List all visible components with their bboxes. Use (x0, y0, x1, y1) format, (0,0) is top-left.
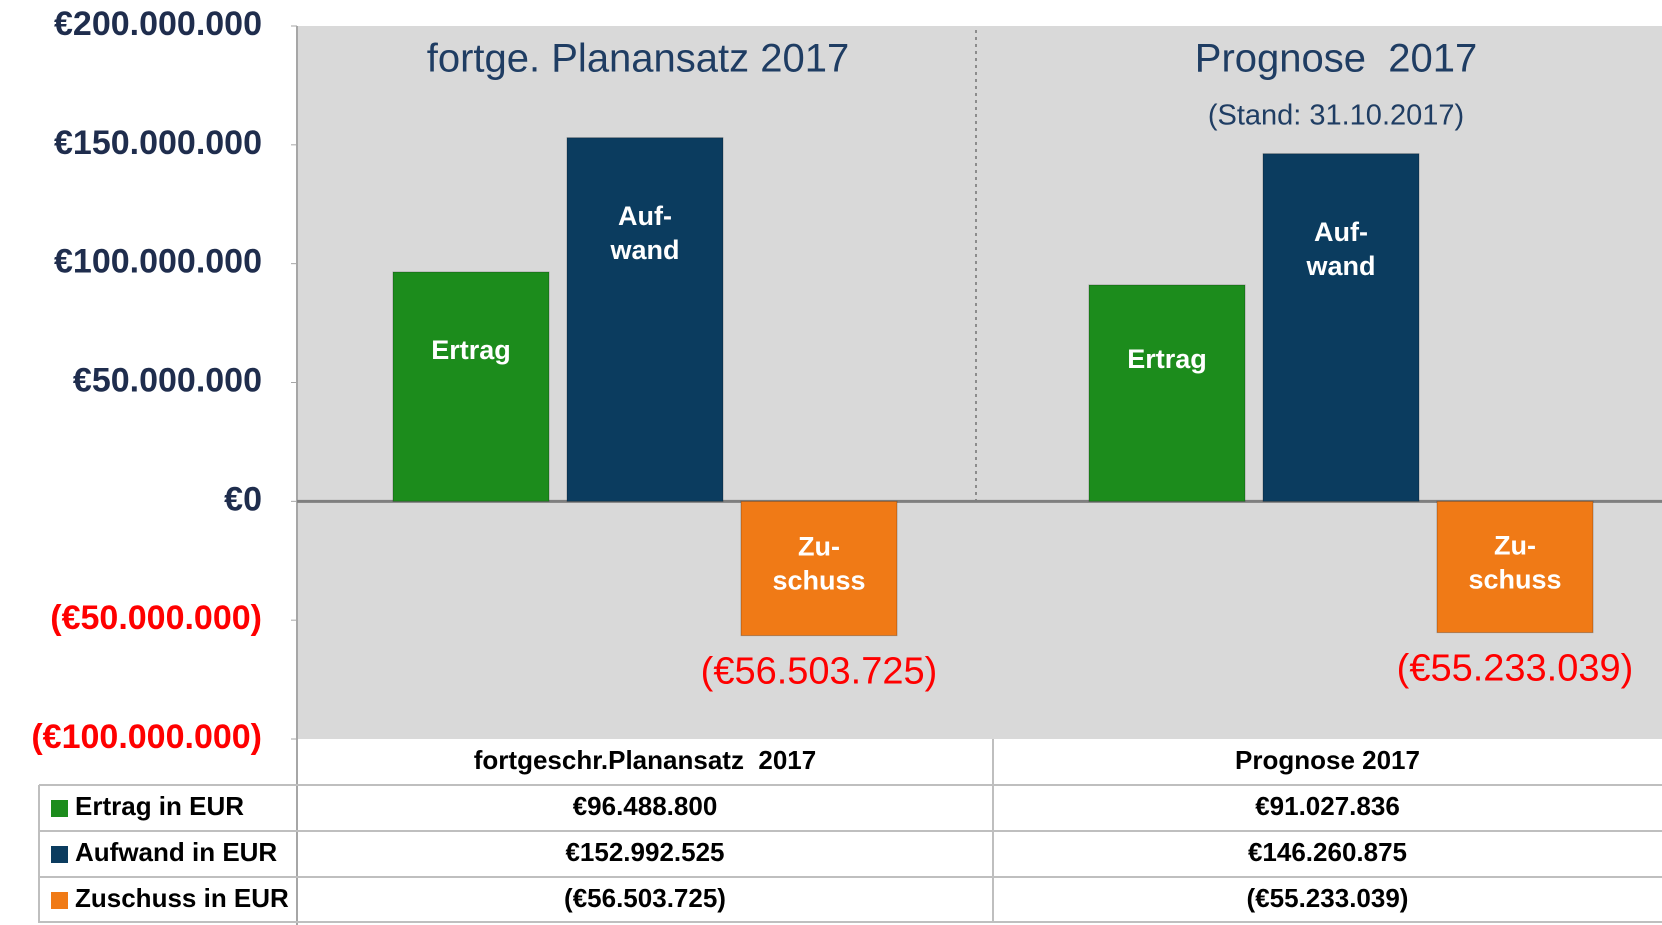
value-annotation: (€56.503.725) (701, 651, 938, 693)
legend-swatch (51, 800, 68, 817)
value-annotation: (€55.233.039) (1397, 648, 1634, 690)
bar-label: Ertrag (1127, 344, 1207, 374)
bar-label: Auf- (618, 201, 672, 231)
bar-label: wand (1305, 251, 1375, 281)
legend-swatch (51, 892, 68, 909)
table-value: €96.488.800 (573, 791, 718, 821)
table-value: €91.027.836 (1255, 791, 1400, 821)
bar (392, 271, 550, 502)
legend-label: Ertrag in EUR (75, 791, 244, 821)
bar-label: Auf- (1314, 217, 1368, 247)
table-value: €152.992.525 (565, 837, 724, 867)
legend-swatch (51, 846, 68, 863)
y-tick-label: (€100.000.000) (31, 718, 262, 756)
y-tick-label: €50.000.000 (73, 361, 262, 399)
bar (566, 137, 724, 502)
table-value: €146.260.875 (1248, 837, 1407, 867)
bar-label: schuss (1468, 564, 1561, 594)
panel-title: fortge. Planansatz 2017 (427, 37, 850, 81)
bar (740, 500, 898, 637)
table-value: (€55.233.039) (1247, 883, 1409, 913)
panel-subtitle: (Stand: 31.10.2017) (1208, 100, 1464, 132)
table-header: fortgeschr.Planansatz 2017 (474, 745, 816, 775)
bar (1436, 500, 1594, 634)
y-tick-label: €0 (224, 480, 262, 518)
bar-label: schuss (772, 565, 865, 595)
bar-label: wand (609, 235, 679, 265)
bar-label: Zu- (798, 531, 840, 561)
y-tick-label: €200.000.000 (54, 5, 262, 43)
legend-label: Aufwand in EUR (75, 837, 277, 867)
y-tick-label: (€50.000.000) (50, 599, 262, 637)
bar-label: Ertrag (431, 335, 511, 365)
y-tick-label: €100.000.000 (54, 243, 262, 281)
panel-title: Prognose 2017 (1195, 37, 1477, 81)
bar (1262, 153, 1420, 502)
table-header: Prognose 2017 (1235, 745, 1420, 775)
bar-label: Zu- (1494, 530, 1536, 560)
bar (1088, 284, 1246, 502)
table-value: (€56.503.725) (564, 883, 726, 913)
y-tick-label: €150.000.000 (54, 124, 262, 162)
legend-label: Zuschuss in EUR (75, 883, 289, 913)
